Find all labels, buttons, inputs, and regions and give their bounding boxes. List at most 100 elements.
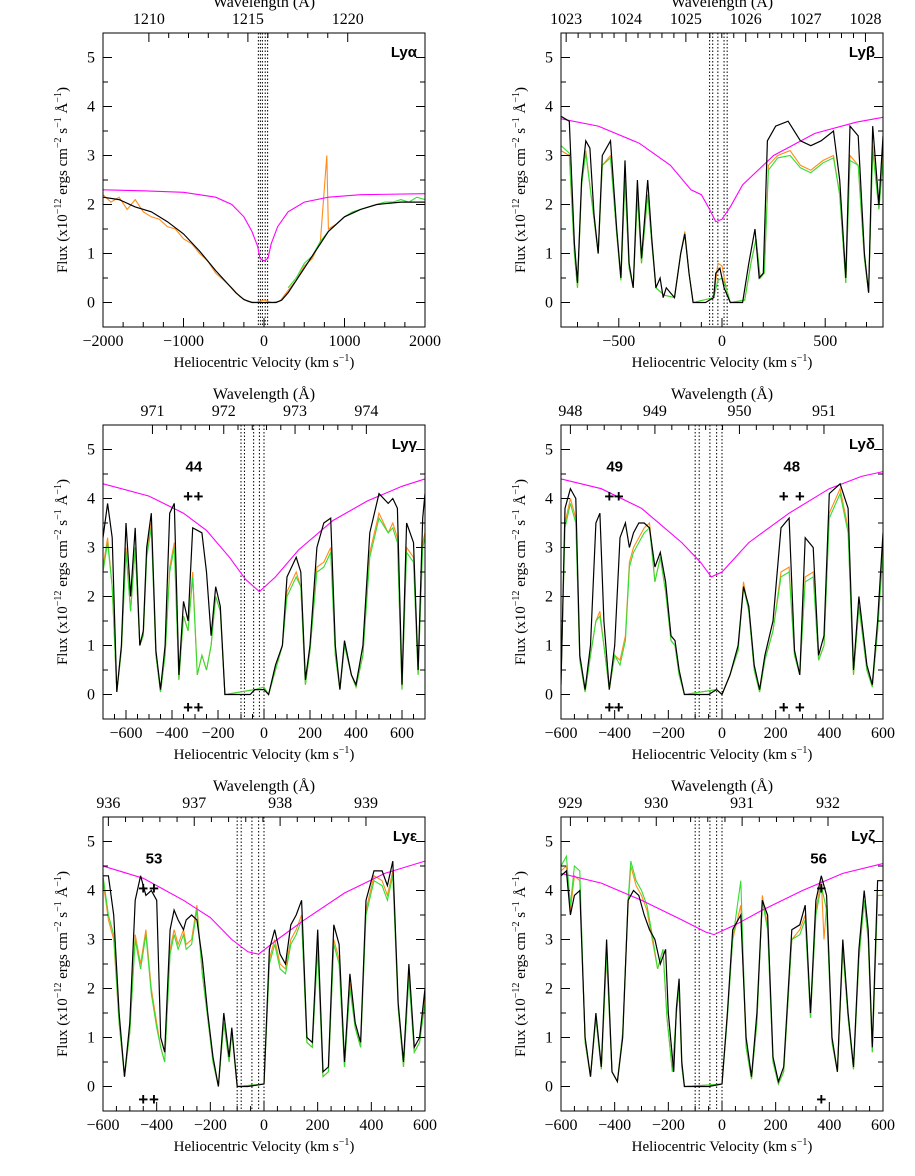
y-tick-label: 4 xyxy=(87,99,95,116)
panel-line-label: Lyζ xyxy=(851,828,875,845)
component-marker: + xyxy=(614,698,624,717)
y-tick-label: 3 xyxy=(87,540,95,557)
component-marker: + xyxy=(183,698,193,717)
panel-line-label: Lyβ xyxy=(849,44,875,61)
x-tick-label: −200 xyxy=(652,1117,685,1134)
component-marker: + xyxy=(779,487,789,506)
top-tick-label: 939 xyxy=(354,795,378,812)
component-marker: + xyxy=(614,487,624,506)
y-tick-label: 0 xyxy=(545,295,553,312)
top-axis-label: Wavelength (Å) xyxy=(671,777,773,795)
y-tick-label: 1 xyxy=(545,246,553,263)
y-axis-label: Flux (x10−12 ergs cm−2 s−1 Å−1) xyxy=(511,87,529,273)
y-tick-label: 2 xyxy=(87,197,95,214)
panel-6: 0 1 2 3 4 5 −600 −400 −200 0 200 400 600 929 930 931 932… xyxy=(511,777,895,1155)
x-tick-label: 200 xyxy=(764,1117,788,1134)
x-tick-label: −400 xyxy=(155,725,188,742)
model-line xyxy=(561,115,883,304)
x-tick-label: −1000 xyxy=(163,333,204,350)
top-tick-label: 974 xyxy=(354,403,378,420)
component-marker: + xyxy=(795,487,805,506)
x-tick-label: −400 xyxy=(598,725,631,742)
y-tick-label: 0 xyxy=(545,1079,553,1096)
top-tick-label: 931 xyxy=(730,795,754,812)
y-tick-label: 5 xyxy=(87,50,95,67)
x-tick-label: −200 xyxy=(652,725,685,742)
x-axis-label: Heliocentric Velocity (km s−1) xyxy=(632,745,813,763)
plot-frame xyxy=(560,32,884,328)
y-tick-label: 5 xyxy=(545,442,553,459)
y-tick-label: 0 xyxy=(87,295,95,312)
x-tick-label: 400 xyxy=(817,725,841,742)
y-axis-label: Flux (x10−12 ergs cm−2 s−1 Å−1) xyxy=(53,479,71,665)
top-tick-label: 973 xyxy=(283,403,307,420)
x-tick-label: 0 xyxy=(260,333,268,350)
x-tick-label: −600 xyxy=(109,725,142,742)
x-tick-label: 0 xyxy=(718,725,726,742)
continuum-line xyxy=(103,478,425,593)
top-tick-label: 950 xyxy=(727,403,751,420)
x-tick-label: −600 xyxy=(544,1117,577,1134)
panel-2: 0 1 2 3 4 5 −500 0 500 1023 1024 1025 1026 1027 1028 Wa… xyxy=(511,0,884,371)
y-tick-label: 4 xyxy=(545,883,553,900)
x-tick-label: 400 xyxy=(344,725,368,742)
top-tick-label: 930 xyxy=(644,795,668,812)
y-tick-label: 5 xyxy=(545,50,553,67)
plot-area xyxy=(103,817,425,1111)
y-tick-label: 5 xyxy=(87,834,95,851)
top-tick-label: 932 xyxy=(816,795,840,812)
x-tick-label: 600 xyxy=(390,725,414,742)
x-tick-label: 200 xyxy=(298,725,322,742)
top-axis-label: Wavelength (Å) xyxy=(671,385,773,403)
x-tick-label: −400 xyxy=(140,1117,173,1134)
panel-4: 0 1 2 3 4 5 −600 −400 −200 0 200 400 600 948 949 950 951… xyxy=(511,385,895,763)
x-tick-label: 600 xyxy=(871,1117,895,1134)
panel-line-label: Lyα xyxy=(391,44,418,61)
top-tick-label: 1023 xyxy=(550,11,582,28)
panel-1: 0 1 2 3 4 5 −2000 −1000 0 1000 2000 1210 1215 1220 Wav… xyxy=(53,0,441,371)
y-tick-label: 0 xyxy=(87,1079,95,1096)
top-axis-label: Wavelength (Å) xyxy=(213,385,315,403)
x-tick-label: −600 xyxy=(86,1117,119,1134)
y-tick-label: 4 xyxy=(545,491,553,508)
top-tick-label: 1215 xyxy=(232,11,264,28)
top-tick-label: 949 xyxy=(643,403,667,420)
x-tick-label: 0 xyxy=(260,1117,268,1134)
y-tick-label: 3 xyxy=(545,932,553,949)
panel-5: 0 1 2 3 4 5 −600 −400 −200 0 200 400 600 936 937 938 939… xyxy=(53,777,437,1155)
component-marker: + xyxy=(138,879,148,898)
y-tick-label: 4 xyxy=(545,99,553,116)
y-tick-label: 1 xyxy=(545,1030,553,1047)
continuum-line xyxy=(561,116,883,223)
x-tick-label: 2000 xyxy=(409,333,441,350)
component-marker: + xyxy=(604,487,614,506)
component-marker: + xyxy=(816,879,826,898)
plot-area xyxy=(103,33,425,327)
y-tick-label: 4 xyxy=(87,883,95,900)
x-tick-label: −200 xyxy=(201,725,234,742)
component-marker: + xyxy=(149,879,159,898)
component-marker: + xyxy=(183,487,193,506)
plot-frame xyxy=(102,32,426,328)
continuum-line xyxy=(561,471,883,578)
x-axis-label: Heliocentric Velocity (km s−1) xyxy=(632,1137,813,1155)
x-tick-label: −500 xyxy=(602,333,635,350)
component-marker: + xyxy=(149,1090,159,1109)
panel-line-label: Lyγ xyxy=(392,436,418,453)
top-tick-label: 1210 xyxy=(133,11,165,28)
x-tick-label: 1000 xyxy=(329,333,361,350)
x-tick-label: 400 xyxy=(359,1117,383,1134)
plot-area xyxy=(561,425,883,719)
x-tick-label: 600 xyxy=(413,1117,437,1134)
component-marker: + xyxy=(604,698,614,717)
top-tick-label: 971 xyxy=(140,403,164,420)
x-tick-label: −2000 xyxy=(82,333,123,350)
component-number: 49 xyxy=(606,459,623,476)
component-marker: + xyxy=(193,487,203,506)
y-tick-label: 0 xyxy=(545,687,553,704)
x-tick-label: −400 xyxy=(598,1117,631,1134)
top-tick-label: 1024 xyxy=(610,11,642,28)
x-tick-label: 500 xyxy=(813,333,837,350)
y-tick-label: 2 xyxy=(545,197,553,214)
